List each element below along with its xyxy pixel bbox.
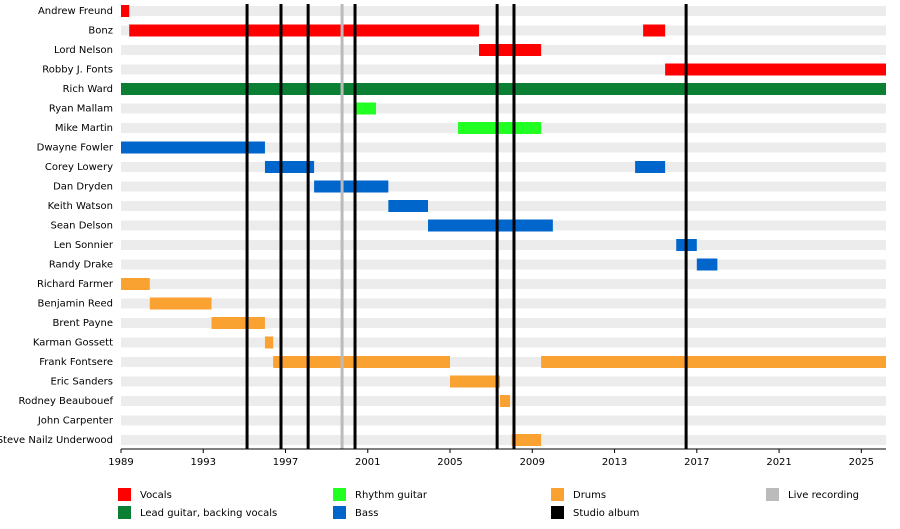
tenure-bar xyxy=(273,356,451,368)
x-tick-label: 2001 xyxy=(355,457,380,468)
tenure-bar xyxy=(450,375,501,388)
member-label: John Carpenter xyxy=(37,416,114,427)
member-label: Mike Martin xyxy=(55,123,113,134)
tenure-bar xyxy=(541,356,886,368)
tenure-bar xyxy=(129,24,480,37)
legend-label: Studio album xyxy=(573,508,639,519)
member-label: Steve Nailz Underwood xyxy=(0,435,113,446)
x-tick-label: 1997 xyxy=(273,457,298,468)
legend-label: Rhythm guitar xyxy=(355,490,428,501)
tenure-bar xyxy=(264,161,315,173)
member-label: Rich Ward xyxy=(63,84,113,95)
member-label: Corey Lowery xyxy=(45,162,113,173)
legend-swatch xyxy=(551,488,564,501)
tenure-bar xyxy=(355,102,376,115)
x-tick-label: 2009 xyxy=(520,457,545,468)
x-tick-label: 2017 xyxy=(684,457,709,468)
tenure-bar xyxy=(121,141,265,154)
tenure-bar xyxy=(665,63,886,76)
legend-swatch xyxy=(118,506,131,519)
tenure-bar xyxy=(264,336,274,349)
member-label: Sean Delson xyxy=(51,221,113,232)
member-label: Benjamin Reed xyxy=(38,299,113,310)
member-label: Brent Payne xyxy=(53,318,113,329)
tenure-bar xyxy=(458,122,542,134)
row-stripe xyxy=(121,415,886,426)
legend-label: Bass xyxy=(355,508,378,519)
member-label: Ryan Mallam xyxy=(49,104,113,115)
row-stripe xyxy=(121,298,886,309)
legend-swatch xyxy=(333,506,346,519)
row-stripe xyxy=(121,337,886,348)
tenure-bar xyxy=(149,297,212,310)
row-stripe xyxy=(121,6,886,16)
row-stripe xyxy=(121,201,886,211)
x-tick-label: 1993 xyxy=(191,457,216,468)
member-label: Robby J. Fonts xyxy=(42,65,113,76)
tenure-bar xyxy=(121,5,130,17)
tenure-bar xyxy=(121,83,886,95)
member-label: Andrew Freund xyxy=(38,6,113,17)
row-stripe xyxy=(121,435,886,445)
tenure-bar xyxy=(428,219,553,232)
legend-swatch xyxy=(118,488,131,501)
row-stripe xyxy=(121,357,886,367)
member-label: Len Sonnier xyxy=(54,240,114,251)
row-stripe xyxy=(121,318,886,328)
row-stripe xyxy=(121,162,886,172)
row-stripe xyxy=(121,376,886,387)
tenure-bar xyxy=(500,395,511,407)
member-label: Randy Drake xyxy=(49,260,113,271)
row-stripe xyxy=(121,259,886,270)
legend-swatch xyxy=(551,506,564,519)
member-label: Eric Sanders xyxy=(50,377,113,388)
member-label: Richard Farmer xyxy=(37,279,114,290)
member-label: Keith Watson xyxy=(48,201,113,212)
legend-label: Lead guitar, backing vocals xyxy=(140,508,277,519)
legend-swatch xyxy=(333,488,346,501)
row-stripe xyxy=(121,64,886,75)
row-stripe xyxy=(121,103,886,114)
member-label: Karman Gossett xyxy=(33,338,113,349)
legend-swatch xyxy=(766,488,779,501)
member-label: Frank Fontsere xyxy=(39,357,113,368)
tenure-bar xyxy=(211,317,265,329)
tenure-bar xyxy=(121,278,150,290)
legend-label: Drums xyxy=(573,490,606,501)
row-stripe xyxy=(121,279,886,289)
member-label: Dwayne Fowler xyxy=(37,143,114,154)
member-label: Dan Dryden xyxy=(53,182,113,193)
row-stripe xyxy=(121,240,886,250)
tenure-bar xyxy=(511,434,542,446)
tenure-bar xyxy=(388,200,429,212)
row-stripe xyxy=(121,25,886,36)
x-tick-label: 2013 xyxy=(602,457,627,468)
tenure-bar xyxy=(479,44,542,56)
x-tick-label: 2005 xyxy=(437,457,462,468)
tenure-bar xyxy=(635,161,666,173)
tenure-bar xyxy=(696,258,718,271)
member-label: Bonz xyxy=(88,26,113,37)
x-tick-label: 1989 xyxy=(108,457,133,468)
legend-label: Vocals xyxy=(140,490,172,501)
x-tick-label: 2021 xyxy=(766,457,791,468)
x-tick-label: 2025 xyxy=(849,457,874,468)
member-label: Lord Nelson xyxy=(54,45,113,56)
row-stripe xyxy=(121,181,886,192)
legend-label: Live recording xyxy=(788,490,859,501)
member-label: Rodney Beaubouef xyxy=(18,396,113,407)
tenure-bar xyxy=(314,180,389,193)
row-stripe xyxy=(121,142,886,153)
tenure-bar xyxy=(643,24,666,37)
